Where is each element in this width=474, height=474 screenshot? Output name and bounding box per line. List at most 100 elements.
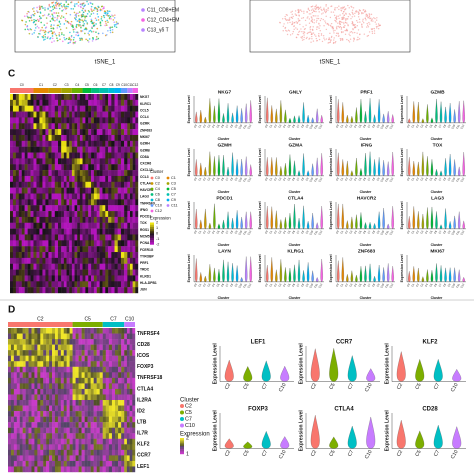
violin (249, 256, 252, 282)
heatmap-cell (96, 444, 100, 451)
heatmap-cell (33, 252, 37, 259)
heatmap-cell (132, 361, 136, 367)
heatmap-cell (16, 438, 20, 445)
heatmap-cell (96, 193, 100, 200)
heatmap-cell (108, 205, 112, 212)
heatmap-cell (93, 339, 97, 345)
tsne-point (50, 24, 53, 26)
heatmap-cell (105, 257, 109, 264)
heatmap-cell (21, 275, 25, 282)
tsne-point (333, 39, 335, 41)
x-tick-label: C3 (277, 176, 282, 181)
heatmap-cell (111, 199, 115, 206)
heatmap-cell (130, 216, 133, 223)
cluster-bar (48, 88, 62, 93)
violin (368, 263, 372, 282)
heatmap-cell (12, 140, 17, 147)
x-tick-label: C10 (450, 229, 456, 236)
heatmap-cell (54, 287, 59, 294)
tsne-point (284, 17, 286, 20)
violin (435, 263, 438, 282)
heatmap-cell (115, 366, 119, 373)
heatmap-cell (118, 394, 122, 401)
heatmap-cell (117, 263, 122, 270)
heatmap-cell (84, 433, 88, 439)
heatmap-cell (111, 444, 116, 451)
tsne-point (39, 18, 41, 20)
heatmap-cell (69, 111, 73, 118)
heatmap-cell (81, 372, 85, 379)
heatmap-cell (71, 222, 75, 229)
x-tick-label: C7 (347, 449, 356, 458)
heatmap-cell (22, 333, 26, 340)
heatmap-cell (102, 234, 106, 241)
heatmap-cell (27, 111, 31, 118)
heatmap-cell (99, 372, 103, 379)
heatmap-cell (63, 377, 67, 384)
heatmap-cell (102, 328, 106, 334)
y-axis-label: Expression Level (400, 201, 404, 229)
heatmap-cell (37, 366, 41, 373)
heatmap-cell (30, 134, 34, 142)
heatmap-cell (121, 405, 125, 412)
heatmap-cell (69, 193, 73, 200)
heatmap-cell (132, 281, 136, 288)
heatmap-cell (46, 438, 50, 445)
tsne-point (353, 24, 355, 27)
heatmap-cell (60, 355, 64, 362)
heatmap-cell (96, 152, 100, 159)
heatmap-cell (121, 372, 125, 379)
heatmap-cell (45, 140, 49, 147)
heatmap-cell (132, 372, 136, 379)
heatmap-cell (12, 252, 17, 259)
heatmap-cell (105, 146, 109, 153)
heatmap-cell (127, 140, 131, 147)
heatmap-cell (16, 433, 20, 439)
heatmap-cell (31, 361, 35, 367)
heatmap-cell (36, 134, 40, 142)
tsne-point (90, 9, 93, 11)
violin (408, 118, 411, 123)
heatmap-cell (96, 205, 100, 212)
legend-label: C10 (155, 204, 162, 208)
heatmap-cell (135, 129, 139, 136)
heatmap-cell (78, 455, 82, 462)
y-axis-label: Expression Level (329, 95, 333, 123)
heatmap-cell (132, 234, 136, 241)
heatmap-cell (88, 252, 92, 259)
heatmap-cell (61, 275, 65, 282)
heatmap-cell (36, 257, 40, 264)
tsne-point (59, 28, 62, 31)
heatmap-cell (52, 433, 56, 439)
heatmap-cell (78, 333, 82, 340)
heatmap-cell (24, 94, 28, 101)
violin-title: TOX (433, 142, 444, 148)
heatmap-cell (57, 333, 62, 340)
tsne-point (111, 31, 114, 34)
heatmap-cell (8, 460, 12, 467)
tsne-point (44, 38, 46, 41)
heatmap-cell (75, 394, 79, 401)
tsne-point (100, 18, 103, 20)
tsne-point (343, 14, 346, 16)
x-tick-label: C10 (379, 282, 385, 289)
heatmap-cell (42, 117, 46, 124)
x-tick-label: C7 (437, 176, 442, 181)
heatmap-cell (121, 344, 125, 351)
heatmap-cell (33, 234, 37, 241)
heatmap-cell (81, 438, 85, 445)
heatmap-cell (114, 257, 118, 264)
heatmap-cell (49, 405, 53, 412)
heatmap-cell (108, 187, 112, 194)
violin (316, 222, 319, 229)
tsne-point (73, 5, 76, 8)
heatmap-cell (36, 234, 40, 241)
violin (240, 159, 243, 176)
heatmap-cell (43, 372, 47, 379)
heatmap-cell (117, 134, 122, 142)
tsne-point (60, 17, 62, 19)
x-tick-label: C8 (300, 229, 305, 234)
heatmap-cell (43, 361, 47, 367)
colorbar (150, 242, 154, 245)
heatmap-cell (25, 372, 29, 379)
